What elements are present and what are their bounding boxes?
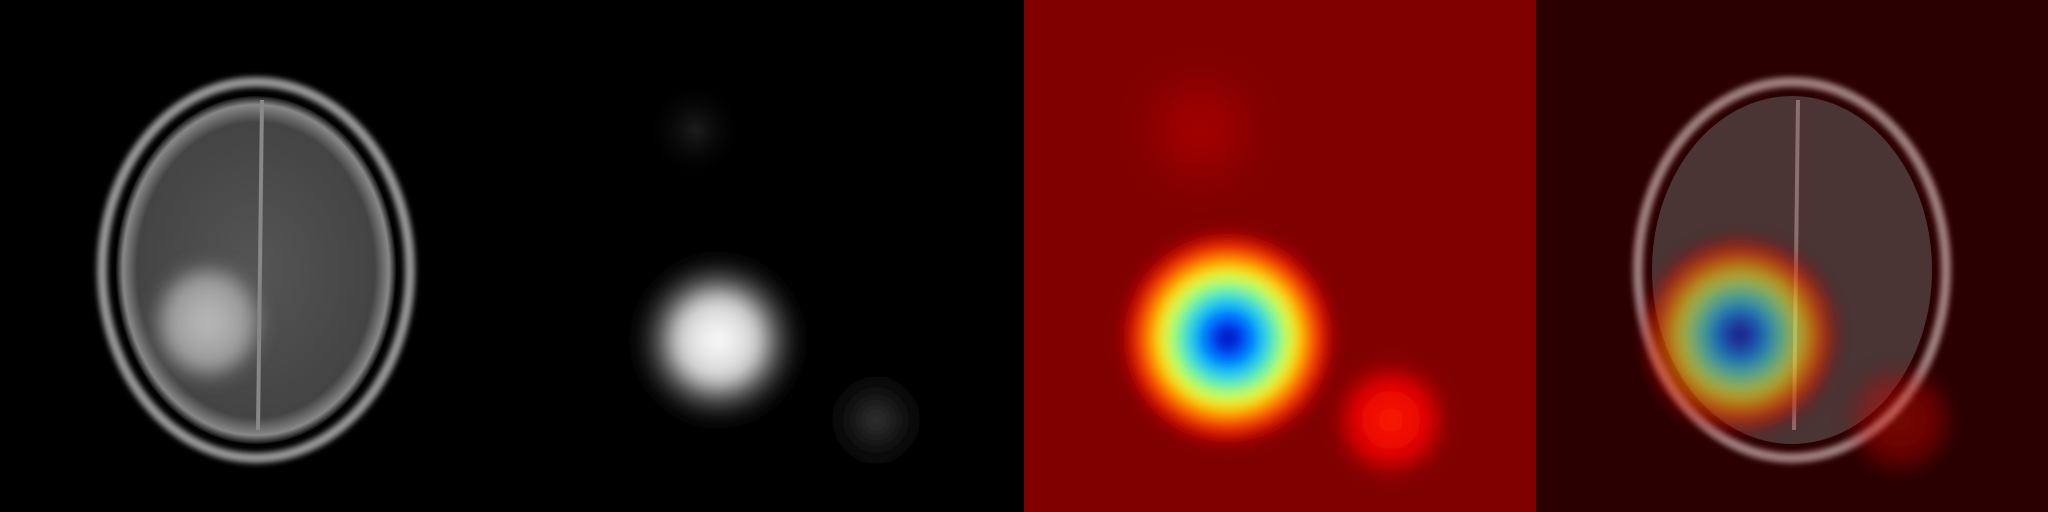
blob (814, 358, 938, 482)
blob (1155, 85, 1245, 175)
heatmap-panel (1024, 0, 1536, 512)
skull (1633, 77, 1951, 463)
blob (628, 250, 808, 430)
blob (1326, 355, 1456, 485)
overlay-panel (1536, 0, 2048, 512)
midline (256, 99, 264, 431)
skull (97, 77, 415, 463)
brain (116, 96, 396, 444)
blob (1118, 228, 1338, 448)
mri-panel (0, 0, 512, 512)
overlay-blob (1840, 360, 1960, 480)
attention-panel (512, 0, 1024, 512)
lesion (148, 258, 268, 386)
blob (645, 80, 745, 180)
overlay-blob (1640, 235, 1840, 435)
panel-background (512, 0, 1024, 512)
